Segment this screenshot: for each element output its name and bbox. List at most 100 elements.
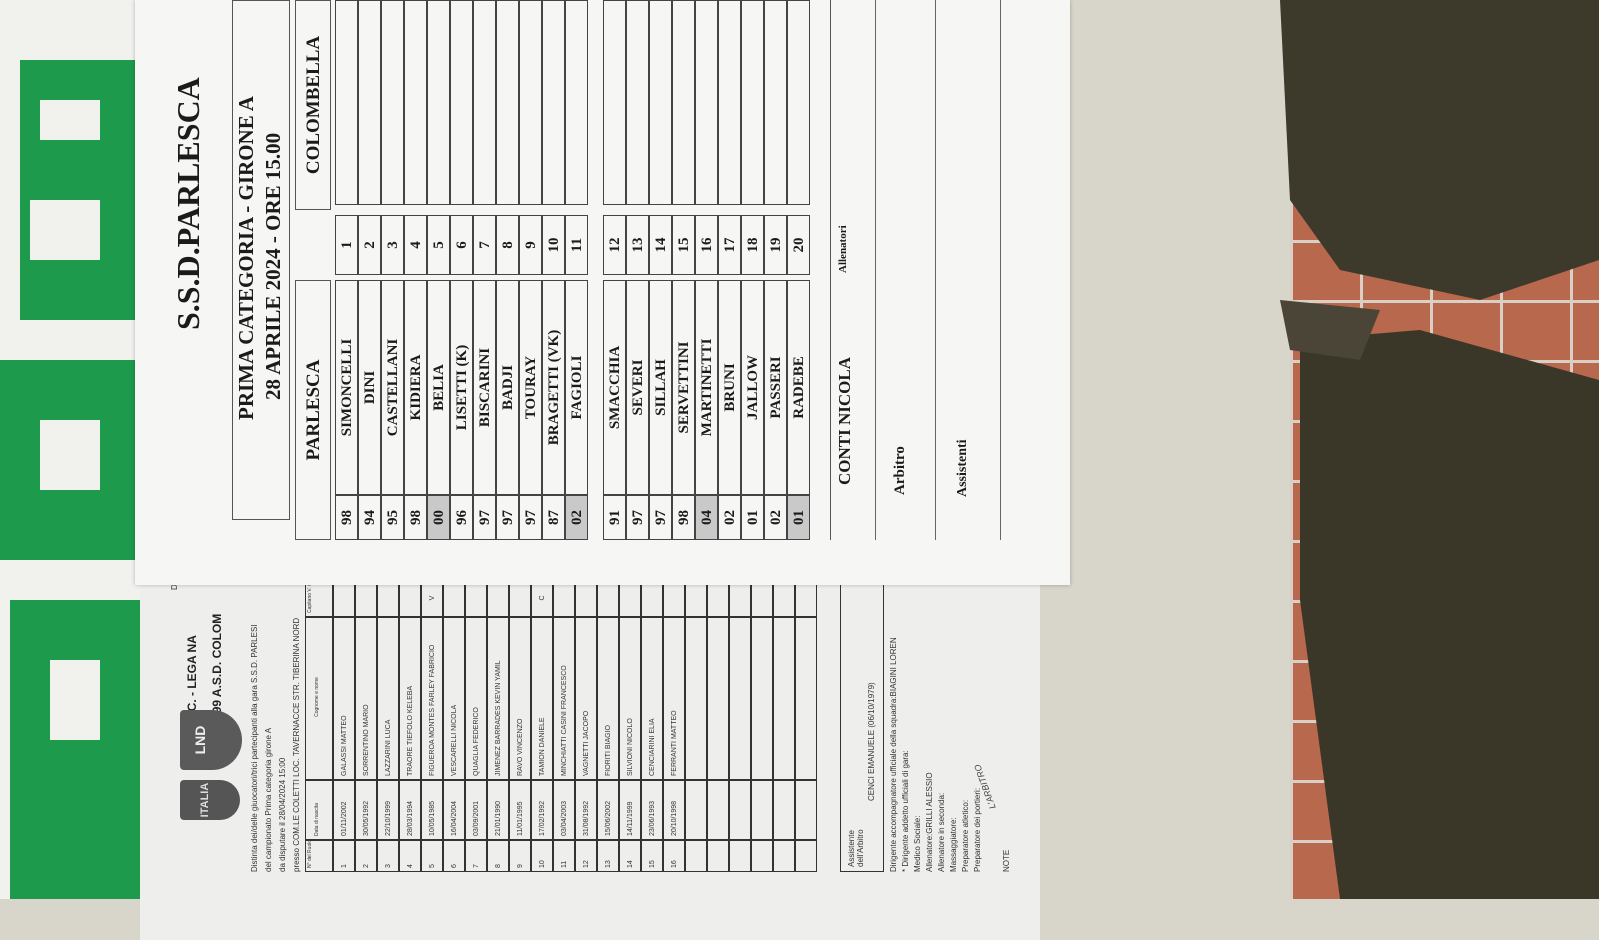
shirt-number: 10 — [542, 215, 565, 275]
player-row: 01 RADEBE 20 — [787, 0, 810, 540]
captain-mark — [685, 582, 707, 617]
player-name: BELIA — [427, 280, 450, 495]
role-number: 15 — [641, 840, 663, 872]
birth-date: 01/11/2002 — [333, 780, 355, 840]
player-name — [795, 617, 817, 780]
player-name: VAGNETTI JACOPO — [575, 617, 597, 780]
staff-line: * Dirigente addetto ufficiali di gara: — [901, 750, 910, 872]
away-player-cell — [649, 0, 672, 205]
player-name: MINCHIATTI CASINI FRANCESCO — [553, 617, 575, 780]
role-number: 11 — [553, 840, 575, 872]
away-player-cell — [335, 0, 358, 205]
shirt-number: 8 — [496, 215, 519, 275]
club-title: S.S.D.PARLESCA — [170, 77, 206, 330]
role-number: 2 — [355, 840, 377, 872]
away-player-cell — [672, 0, 695, 205]
player-row: 94 DINI 2 — [358, 0, 381, 540]
role-number: 6 — [443, 840, 465, 872]
birth-year: 97 — [519, 495, 542, 540]
sheet-line: presso COM.LE COLETTI LOC. TAVERNACCE ST… — [292, 617, 301, 872]
shirt-number: 9 — [519, 215, 542, 275]
player-row: 87 BRAGETTI (VK) 10 — [542, 0, 565, 540]
player-name: JALLOW — [741, 280, 764, 495]
birth-year: 01 — [787, 495, 810, 540]
shirt-number: 6 — [450, 215, 473, 275]
shirt-number: 11 — [565, 215, 588, 275]
lineup-row: 13 15/06/2002 FIORITI BIAGIO — [597, 582, 619, 872]
birth-year: 97 — [626, 495, 649, 540]
player-row: 02 PASSERI 19 — [764, 0, 787, 540]
shirt-number: 17 — [718, 215, 741, 275]
official-lineup-sheet: Distinta F.I.G.C. - LEGA NA 949299 A.S.D… — [140, 563, 1040, 940]
birth-date: 03/09/2001 — [465, 780, 487, 840]
birth-date: 10/05/1985 — [421, 780, 443, 840]
shirt-number: 19 — [764, 215, 787, 275]
logo-text: ITALIA — [199, 782, 211, 818]
birth-date — [795, 780, 817, 840]
birth-date: 03/04/2003 — [553, 780, 575, 840]
logo-text: LND — [192, 725, 208, 755]
birth-date: 21/01/1990 — [487, 780, 509, 840]
lineup-row — [685, 582, 707, 872]
lineup-row: 3 22/10/1999 LAZZARINI LUCA — [377, 582, 399, 872]
away-player-cell — [565, 0, 588, 205]
lineup-row — [707, 582, 729, 872]
staff-line: Massaggiatore: — [949, 817, 958, 872]
player-name: SERVETTINI — [672, 280, 695, 495]
role-number — [751, 840, 773, 872]
captain-mark: V — [421, 582, 443, 617]
player-row: 02 FAGIOLI 11 — [565, 0, 588, 540]
away-player-cell — [358, 0, 381, 205]
away-player-cell — [603, 0, 626, 205]
white-block — [40, 100, 100, 140]
away-player-cell — [404, 0, 427, 205]
player-name: BRUNI — [718, 280, 741, 495]
away-team-name: COLOMBELLA — [303, 35, 324, 175]
birth-date: 20/10/1998 — [663, 780, 685, 840]
player-row: 97 TOURAY 9 — [519, 0, 542, 540]
player-name — [707, 617, 729, 780]
captain-mark — [663, 582, 685, 617]
birth-date: 14/11/1999 — [619, 780, 641, 840]
staff-line: Preparatore dei portieri: — [973, 787, 982, 872]
shirt-number: 3 — [381, 215, 404, 275]
lineup-row: 16 20/10/1998 FERRANTI MATTEO — [663, 582, 685, 872]
match-date-time: 28 APRILE 2024 - ORE 15.00 — [261, 132, 285, 400]
staff-line: Dirigente accompagnatore ufficiale della… — [889, 637, 898, 872]
player-row: 97 SEVERI 13 — [626, 0, 649, 540]
away-player-cell — [427, 0, 450, 205]
birth-date — [751, 780, 773, 840]
player-name: TOURAY — [519, 280, 542, 495]
assistant-label: Assistente dell'Arbitro — [847, 829, 865, 867]
role-number: 4 — [399, 840, 421, 872]
captain-mark — [597, 582, 619, 617]
player-name: QUAGLIA FEDERICO — [465, 617, 487, 780]
player-name: FAGIOLI — [565, 280, 588, 495]
column-header: Cognome e nome — [305, 617, 333, 780]
player-row: 98 SERVETTINI 15 — [672, 0, 695, 540]
player-name: SMACCHIA — [603, 280, 626, 495]
captain-mark — [641, 582, 663, 617]
role-number: 7 — [465, 840, 487, 872]
captain-mark — [509, 582, 531, 617]
captain-mark — [377, 582, 399, 617]
player-name: VESCARELLI NICOLA — [443, 617, 465, 780]
lineup-row: 10 17/02/1992 TAMION DANIELE C — [531, 582, 553, 872]
referee-label: Arbitro — [892, 446, 908, 495]
birth-year: 02 — [718, 495, 741, 540]
legs-photo — [1280, 0, 1599, 899]
player-name: BADJI — [496, 280, 519, 495]
role-number — [685, 840, 707, 872]
shirt-number: 12 — [603, 215, 626, 275]
role-number — [795, 840, 817, 872]
captain-mark: C — [531, 582, 553, 617]
column-header: Capitano V. Cap. — [305, 582, 333, 617]
birth-date: 31/08/1992 — [575, 780, 597, 840]
birth-year: 97 — [473, 495, 496, 540]
italia-logo: ITALIA — [180, 780, 240, 820]
birth-year: 04 — [695, 495, 718, 540]
shirt-number: 13 — [626, 215, 649, 275]
captain-mark — [355, 582, 377, 617]
birth-date — [685, 780, 707, 840]
player-name — [685, 617, 707, 780]
